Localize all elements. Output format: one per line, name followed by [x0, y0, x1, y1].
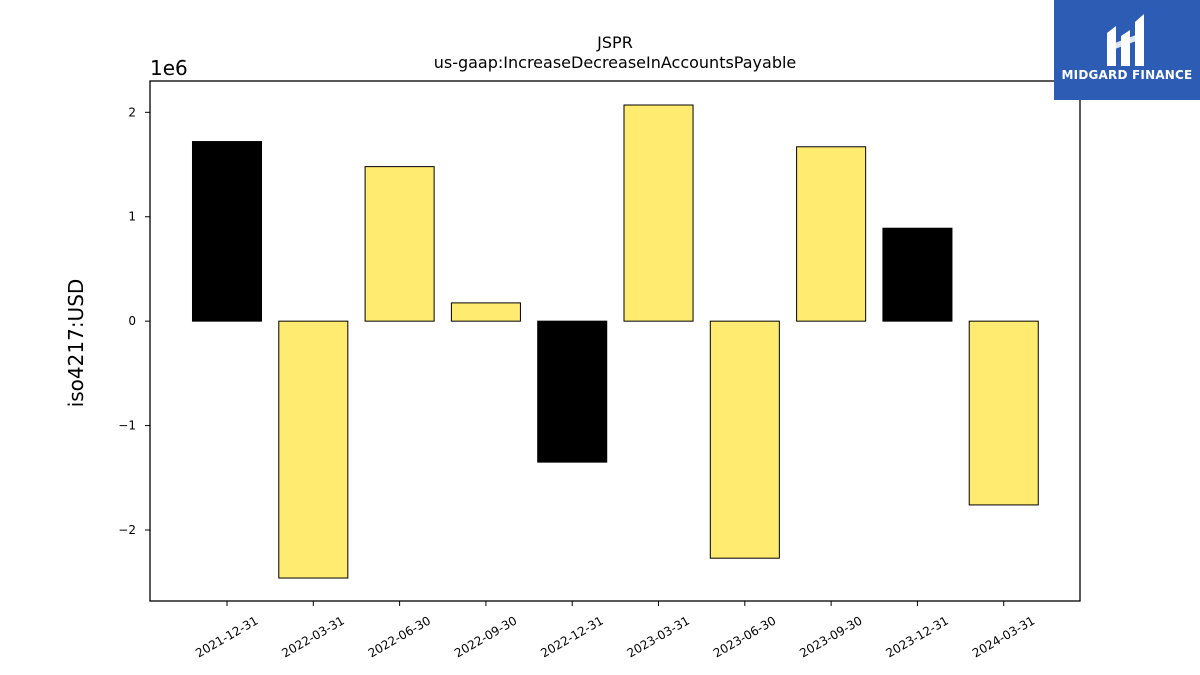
bar-2022-03-31: [278, 320, 349, 579]
x-tick-label: 2022-06-30: [366, 613, 433, 660]
chart-title: JSPR: [596, 33, 633, 52]
x-tick-label: 2023-09-30: [797, 613, 864, 660]
bars-group: [191, 104, 1039, 579]
y-tick-label: −2: [118, 523, 136, 537]
x-tick-label: 2024-03-31: [970, 613, 1037, 660]
midgard-logo-icon: [1107, 14, 1144, 66]
x-tick-label: 2023-12-31: [884, 613, 951, 660]
x-tick-label: 2023-03-31: [625, 613, 692, 660]
bar-2023-09-30: [796, 146, 867, 322]
y-tick-label: 1: [128, 210, 136, 224]
chart-subtitle: us-gaap:IncreaseDecreaseInAccountsPayabl…: [434, 53, 797, 72]
bar-2022-06-30: [364, 166, 435, 322]
y-tick-label: 0: [128, 314, 136, 328]
y-offset-label: 1e6: [150, 56, 188, 80]
bar-2021-12-31: [191, 141, 263, 322]
logo-text: MIDGARD FINANCE: [1061, 68, 1193, 82]
bar-2022-12-31: [537, 320, 608, 463]
bar-2022-09-30: [450, 302, 521, 322]
y-tick-label: −1: [118, 419, 136, 433]
plot-frame: [149, 80, 1081, 602]
bar-2023-12-31: [882, 227, 953, 322]
y-tick-label: 2: [128, 105, 136, 119]
y-ticks-group: −2 −1 0 1 2: [118, 105, 150, 537]
x-tick-label: 2022-12-31: [538, 613, 605, 660]
x-ticks-group: 2021-12-31 2022-03-31 2022-06-30 2022-09-30…: [193, 601, 1037, 660]
y-axis-label: iso4217:USD: [64, 279, 88, 408]
midgard-finance-logo: MIDGARD FINANCE: [1054, 0, 1200, 100]
bar-2024-03-31: [968, 320, 1039, 506]
x-tick-label: 2022-03-31: [279, 613, 346, 660]
x-tick-label: 2023-06-30: [711, 613, 778, 660]
x-tick-label: 2021-12-31: [193, 613, 260, 660]
bar-2023-06-30: [709, 320, 780, 559]
bar-2023-03-31: [623, 104, 694, 322]
x-tick-label: 2022-09-30: [452, 613, 519, 660]
